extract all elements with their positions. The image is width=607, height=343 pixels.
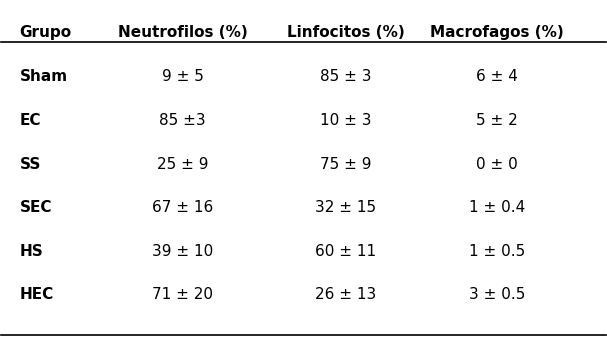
Text: 85 ± 3: 85 ± 3: [320, 69, 371, 84]
Text: HEC: HEC: [19, 287, 54, 302]
Text: 67 ± 16: 67 ± 16: [152, 200, 213, 215]
Text: 25 ± 9: 25 ± 9: [157, 156, 208, 172]
Text: EC: EC: [19, 113, 41, 128]
Text: Grupo: Grupo: [19, 25, 72, 40]
Text: 32 ± 15: 32 ± 15: [315, 200, 376, 215]
Text: 26 ± 13: 26 ± 13: [315, 287, 376, 302]
Text: 0 ± 0: 0 ± 0: [476, 156, 518, 172]
Text: 10 ± 3: 10 ± 3: [320, 113, 371, 128]
Text: 60 ± 11: 60 ± 11: [315, 244, 376, 259]
Text: 1 ± 0.5: 1 ± 0.5: [469, 244, 525, 259]
Text: 5 ± 2: 5 ± 2: [476, 113, 518, 128]
Text: Neutrofilos (%): Neutrofilos (%): [118, 25, 248, 40]
Text: 3 ± 0.5: 3 ± 0.5: [469, 287, 525, 302]
Text: 85 ±3: 85 ±3: [160, 113, 206, 128]
Text: 75 ± 9: 75 ± 9: [320, 156, 371, 172]
Text: HS: HS: [19, 244, 43, 259]
Text: Macrofagos (%): Macrofagos (%): [430, 25, 564, 40]
Text: Sham: Sham: [19, 69, 67, 84]
Text: 1 ± 0.4: 1 ± 0.4: [469, 200, 525, 215]
Text: Linfocitos (%): Linfocitos (%): [287, 25, 405, 40]
Text: SEC: SEC: [19, 200, 52, 215]
Text: 6 ± 4: 6 ± 4: [476, 69, 518, 84]
Text: 71 ± 20: 71 ± 20: [152, 287, 213, 302]
Text: 9 ± 5: 9 ± 5: [161, 69, 203, 84]
Text: SS: SS: [19, 156, 41, 172]
Text: 39 ± 10: 39 ± 10: [152, 244, 213, 259]
